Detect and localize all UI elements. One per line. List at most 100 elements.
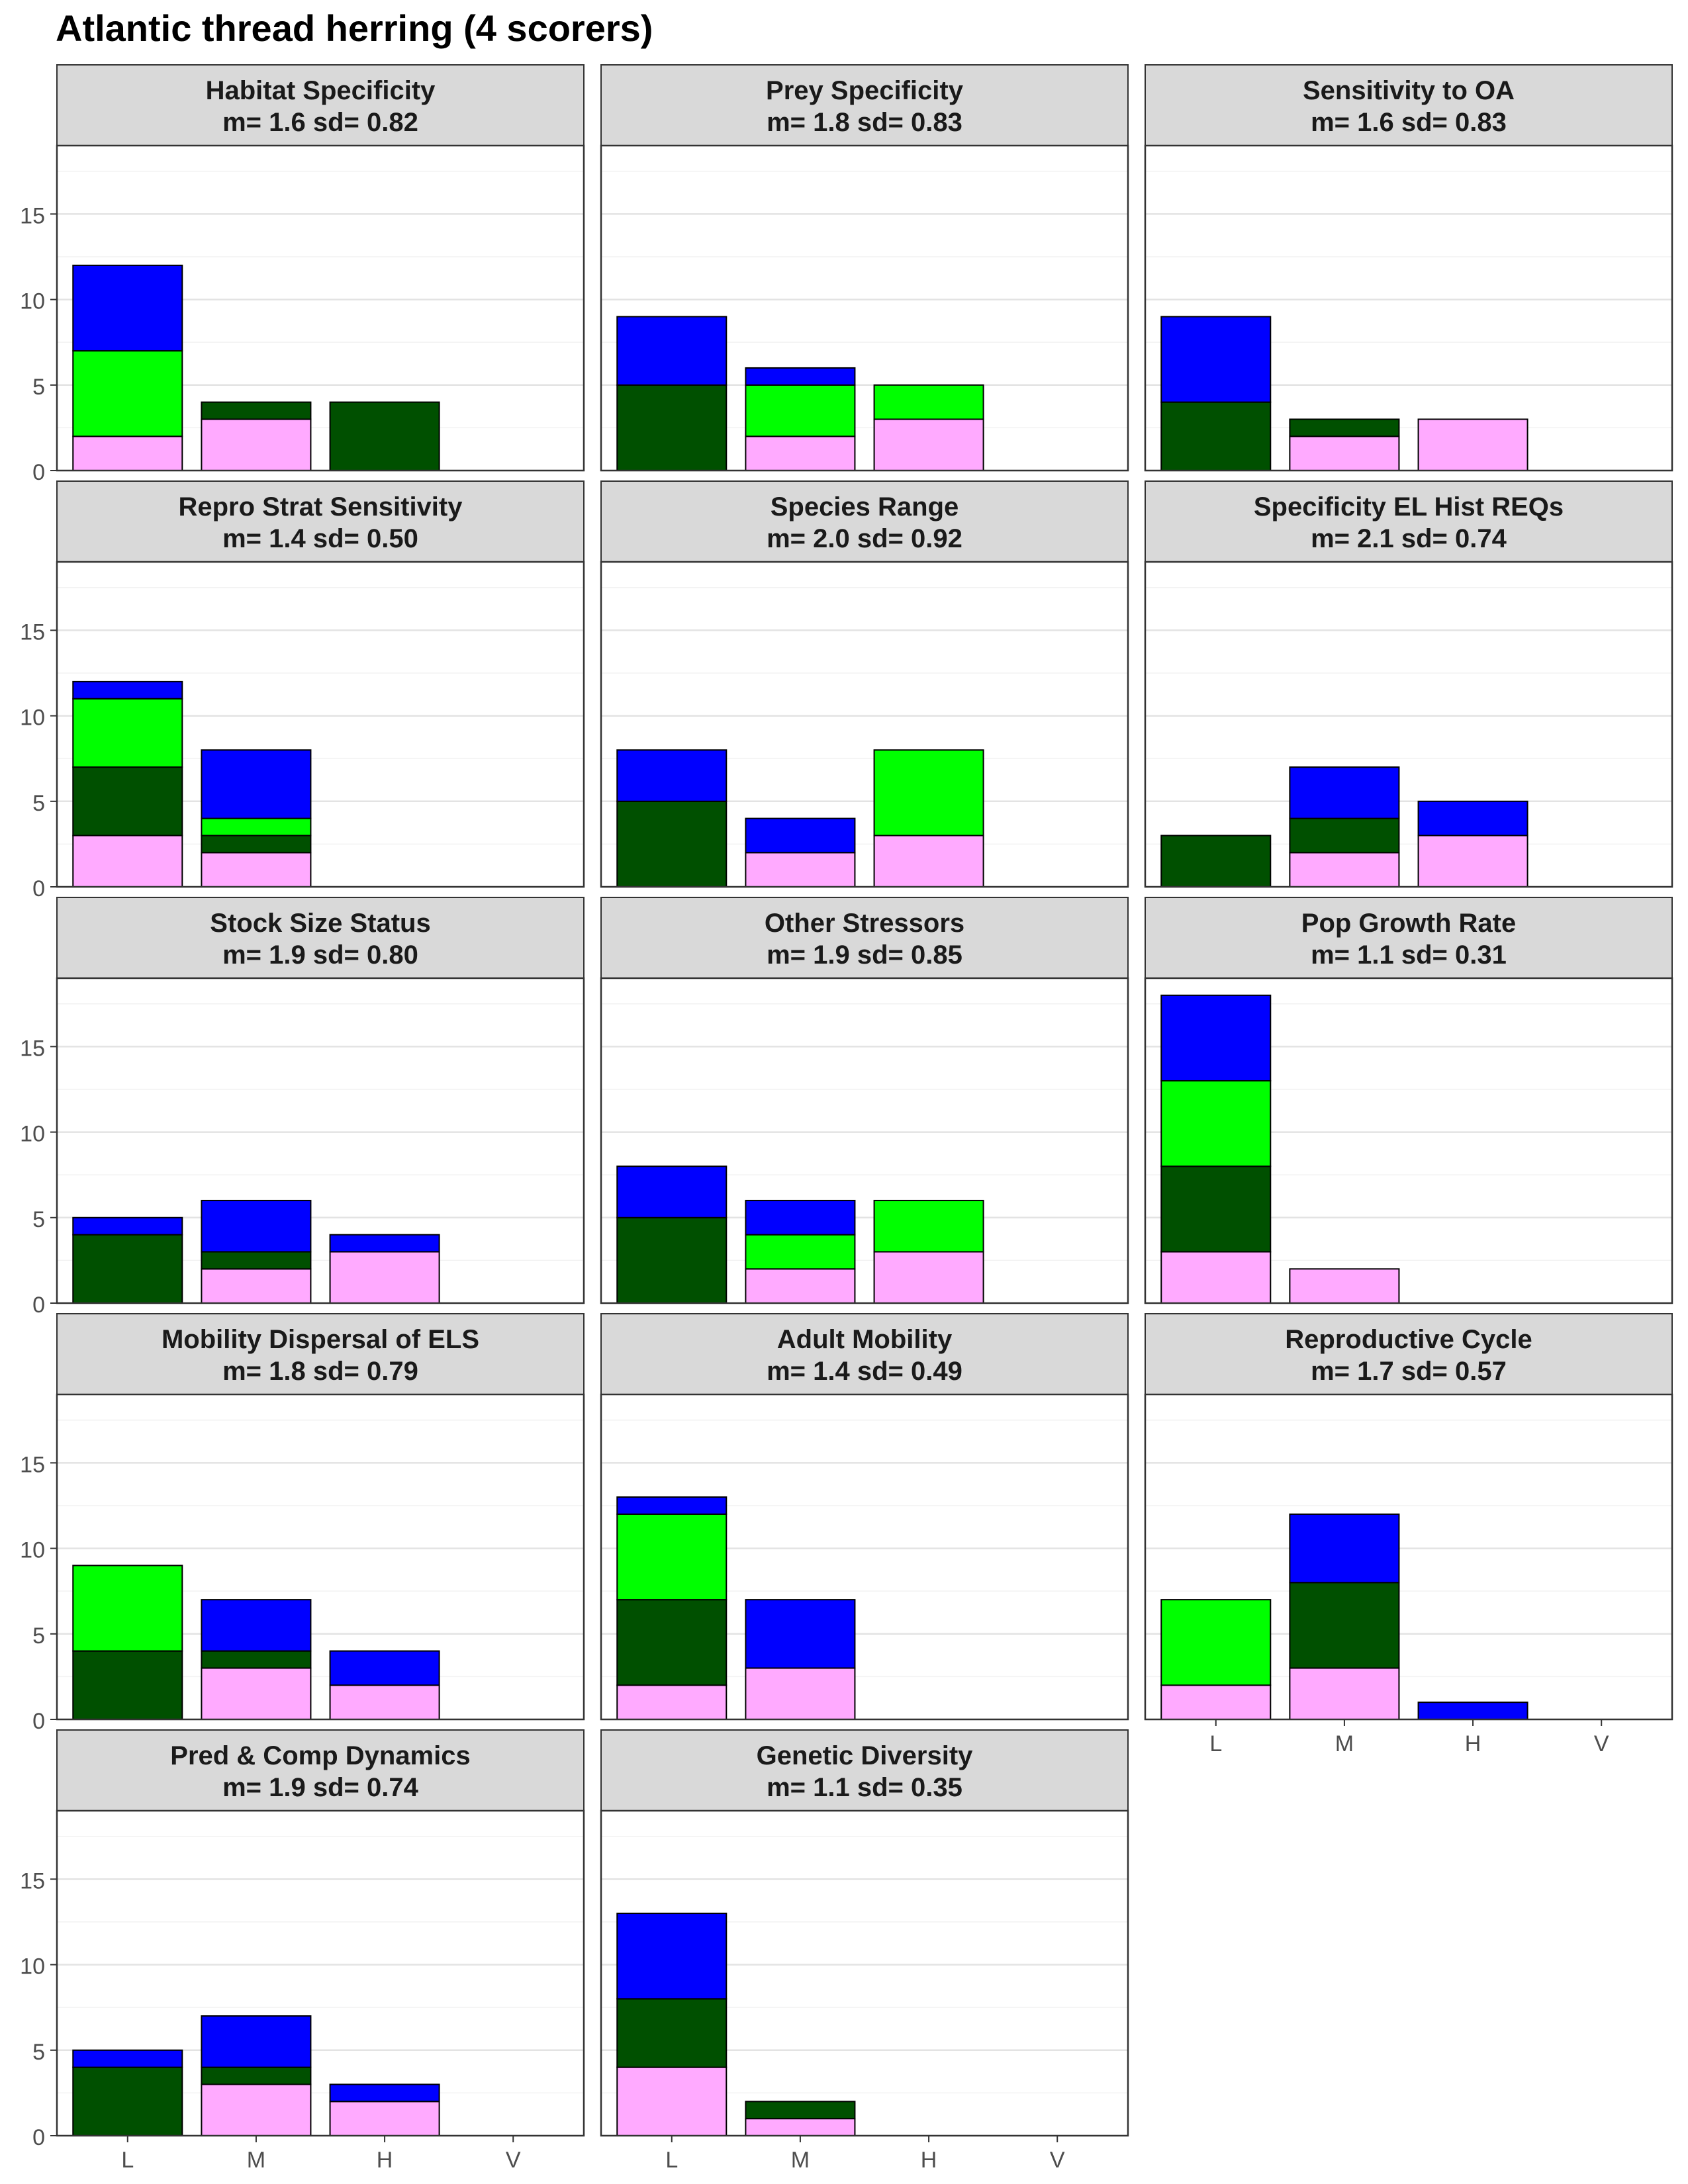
- bar-segment-m-2: [201, 2066, 312, 2085]
- y-tick-label: 15: [20, 1452, 45, 1477]
- bar-segment-m-1: [1289, 1667, 1400, 1720]
- y-tick-label: 5: [32, 1623, 45, 1649]
- bar-segment-m-1: [745, 1268, 856, 1304]
- bar-segment-l-4: [616, 316, 727, 386]
- bar-segment-h-4: [329, 2083, 440, 2103]
- panel-title: Genetic Diversity: [757, 1741, 974, 1770]
- y-tick-label: 15: [20, 203, 45, 228]
- bar-segment-m-1: [201, 852, 312, 888]
- bar-segment-l-2: [72, 1650, 183, 1721]
- bar-segment-h-1: [329, 1684, 440, 1720]
- panel-stats: m= 1.8 sd= 0.79: [222, 1357, 418, 1386]
- panel-strip: [1145, 64, 1673, 146]
- bar-segment-m-4: [1289, 766, 1400, 819]
- panel-strip: [1145, 897, 1673, 979]
- bar-segment-h-1: [329, 2101, 440, 2136]
- y-tick-label: 15: [20, 1036, 45, 1061]
- panel-border: [600, 561, 1129, 888]
- y-tick-label: 0: [32, 460, 45, 485]
- bar-segment-m-3: [745, 384, 856, 437]
- panel-border: [56, 144, 585, 472]
- y-tick-label: 15: [20, 619, 45, 645]
- panel-strip: [600, 897, 1129, 979]
- panel-title: Adult Mobility: [777, 1325, 953, 1354]
- bar-segment-m-2: [745, 2101, 856, 2120]
- bar-segment-h-4: [329, 1650, 440, 1686]
- panel-stats: m= 1.7 sd= 0.57: [1311, 1357, 1507, 1386]
- x-tick-label: M: [1335, 1731, 1354, 1756]
- bar-segment-h-4: [1417, 1702, 1528, 1721]
- bar-segment-h-4: [329, 1234, 440, 1253]
- bar-segment-m-3: [745, 1234, 856, 1270]
- bar-segment-h-1: [1417, 835, 1528, 887]
- panel-stats: m= 2.1 sd= 0.74: [1311, 524, 1507, 553]
- panel-strip: [56, 480, 585, 563]
- bar-segment-l-3: [72, 1565, 183, 1652]
- panel-stats: m= 1.4 sd= 0.49: [767, 1357, 962, 1386]
- panel-14: Genetic Diversity m= 1.1 sd= 0.35 L M H V: [600, 1729, 1129, 2173]
- panel-strip: [1145, 1313, 1673, 1395]
- bar-segment-l-4: [616, 1496, 727, 1515]
- panel-stats: m= 1.9 sd= 0.74: [222, 1773, 419, 1802]
- bar-segment-l-2: [616, 1998, 727, 2068]
- bar-segment-l-3: [616, 1513, 727, 1601]
- panel-border: [56, 1393, 585, 1721]
- bar-segment-m-4: [201, 2015, 312, 2068]
- bar-segment-l-2: [72, 1234, 183, 1304]
- bar-segment-m-2: [201, 835, 312, 854]
- panel-border: [600, 144, 1129, 472]
- bar-segment-l-2: [616, 800, 727, 887]
- y-tick-label: 10: [20, 1122, 45, 1147]
- panel-border: [1144, 977, 1673, 1304]
- bar-segment-h-1: [873, 1251, 984, 1304]
- bar-segment-l-4: [72, 2049, 183, 2068]
- panel-strip: [56, 1313, 585, 1395]
- x-tick-label: M: [247, 2148, 265, 2173]
- panel-border: [1144, 561, 1673, 888]
- bar-segment-m-1: [745, 1667, 856, 1720]
- panel-title: Stock Size Status: [210, 909, 430, 938]
- bar-segment-m-2: [201, 1251, 312, 1270]
- panel-stats: m= 1.1 sd= 0.35: [767, 1773, 962, 1802]
- bar-segment-l-4: [1160, 994, 1272, 1082]
- bar-segment-m-4: [1289, 1513, 1400, 1584]
- bar-segment-l-1: [616, 2066, 727, 2137]
- panel-stats: m= 1.8 sd= 0.83: [767, 108, 962, 137]
- y-tick-label: 15: [20, 1868, 45, 1893]
- panel-strip: [600, 1313, 1129, 1395]
- panel-title: Reproductive Cycle: [1285, 1325, 1532, 1354]
- y-tick-label: 10: [20, 1538, 45, 1563]
- x-tick-label: V: [1050, 2148, 1065, 2173]
- bar-segment-m-4: [745, 1599, 856, 1669]
- panel-title: Habitat Specificity: [206, 76, 436, 105]
- panel-title: Repro Strat Sensitivity: [178, 492, 463, 522]
- bar-segment-m-4: [201, 749, 312, 819]
- bar-segment-l-4: [1160, 316, 1272, 403]
- bar-segment-m-1: [201, 418, 312, 472]
- bar-segment-m-4: [745, 817, 856, 854]
- panel-title: Pop Growth Rate: [1301, 909, 1516, 938]
- panel-3: Sensitivity to OA m= 1.6 sd= 0.83: [1144, 64, 1673, 472]
- bar-segment-h-2: [329, 401, 440, 472]
- bar-segment-l-2: [1160, 401, 1272, 472]
- panel-1: Habitat Specificity m= 1.6 sd= 0.82 0 5 10 15: [20, 64, 585, 485]
- panel-title: Specificity EL Hist REQs: [1254, 492, 1564, 522]
- bar-segment-l-3: [1160, 1599, 1272, 1686]
- bar-segment-m-4: [201, 1599, 312, 1652]
- panel-strip: [1145, 480, 1673, 563]
- y-tick-label: 0: [32, 876, 45, 901]
- bar-segment-m-4: [745, 367, 856, 386]
- y-tick-label: 5: [32, 2040, 45, 2065]
- bar-segment-l-1: [1160, 1251, 1272, 1304]
- bar-segment-m-1: [1289, 852, 1400, 888]
- bar-segment-h-1: [873, 835, 984, 887]
- bar-segment-h-3: [873, 384, 984, 420]
- panel-border: [600, 1809, 1129, 2137]
- panel-stats: m= 1.9 sd= 0.85: [767, 940, 962, 970]
- x-tick-label: H: [921, 2148, 937, 2173]
- x-tick-label: H: [377, 2148, 393, 2173]
- y-tick-label: 5: [32, 1207, 45, 1232]
- bar-segment-m-1: [201, 2083, 312, 2136]
